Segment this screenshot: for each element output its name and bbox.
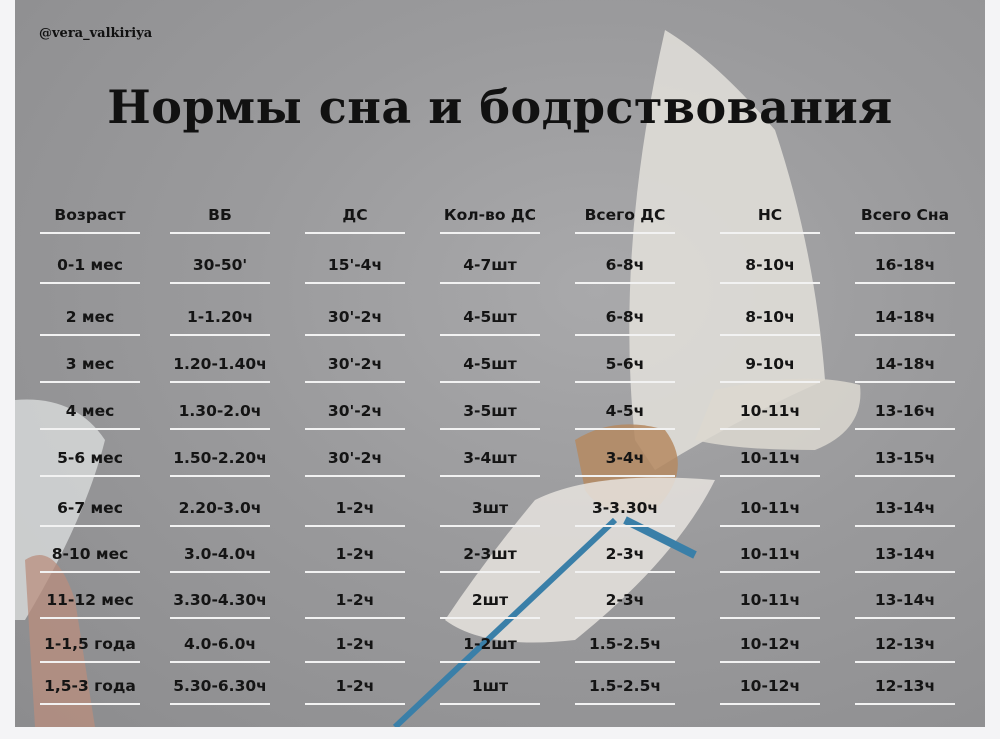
table-cell: 10-11ч (718, 590, 822, 619)
table-cell: 13-16ч (853, 401, 957, 430)
table-cell: 1шт (438, 676, 542, 705)
table-cell: 5-6 мес (38, 448, 142, 477)
table-cell: 10-11ч (718, 498, 822, 527)
table-cell: 15'-4ч (303, 255, 407, 284)
table-cell: 2.20-3.0ч (168, 498, 272, 527)
table-cell: 13-14ч (853, 498, 957, 527)
table-cell: 1-1.20ч (168, 307, 272, 336)
table-cell: 1,5-3 года (38, 676, 142, 705)
table-cell: 1.30-2.0ч (168, 401, 272, 430)
table-cell: 3-4шт (438, 448, 542, 477)
table-cell: 6-8ч (573, 255, 677, 284)
table-cell: 13-15ч (853, 448, 957, 477)
table-cell: 30'-2ч (303, 354, 407, 383)
table-cell: 4-5ч (573, 401, 677, 430)
table-cell: 3 мес (38, 354, 142, 383)
table-cell: 5.30-6.30ч (168, 676, 272, 705)
table-cell: 12-13ч (853, 676, 957, 705)
table-cell: 3.0-4.0ч (168, 544, 272, 573)
table-cell: 11-12 мес (38, 590, 142, 619)
column-header: Всего Сна (853, 205, 957, 234)
table-cell: 1-2ч (303, 498, 407, 527)
table-cell: 8-10ч (718, 307, 822, 336)
table-cell: 13-14ч (853, 544, 957, 573)
table-cell: 10-12ч (718, 676, 822, 705)
table-cell: 5-6ч (573, 354, 677, 383)
column-header: ВБ (168, 205, 272, 234)
author-handle: @vera_valkiriya (39, 26, 153, 41)
table-cell: 1-2ч (303, 544, 407, 573)
table-cell: 1.5-2.5ч (573, 676, 677, 705)
table-cell: 1.20-1.40ч (168, 354, 272, 383)
table-cell: 1.50-2.20ч (168, 448, 272, 477)
table-cell: 10-12ч (718, 634, 822, 663)
page-title: Нормы сна и бодрствования (107, 80, 893, 134)
table-cell: 3-5шт (438, 401, 542, 430)
column-header: НС (718, 205, 822, 234)
table-cell: 4-7шт (438, 255, 542, 284)
table-cell: 8-10 мес (38, 544, 142, 573)
table-cell: 2 мес (38, 307, 142, 336)
table-cell: 8-10ч (718, 255, 822, 284)
table-cell: 4.0-6.0ч (168, 634, 272, 663)
table-cell: 16-18ч (853, 255, 957, 284)
table-cell: 10-11ч (718, 401, 822, 430)
table-cell: 1.5-2.5ч (573, 634, 677, 663)
table-cell: 4-5шт (438, 307, 542, 336)
table-cell: 3-4ч (573, 448, 677, 477)
table-cell: 10-11ч (718, 448, 822, 477)
table-cell: 3-3.30ч (573, 498, 677, 527)
table-cell: 0-1 мес (38, 255, 142, 284)
table-cell: 4 мес (38, 401, 142, 430)
table-cell: 2-3ч (573, 544, 677, 573)
table-cell: 1-2ч (303, 590, 407, 619)
table-cell: 10-11ч (718, 544, 822, 573)
column-header: Возраст (38, 205, 142, 234)
table-cell: 30-50' (168, 255, 272, 284)
table-cell: 12-13ч (853, 634, 957, 663)
column-header: ДС (303, 205, 407, 234)
column-header: Всего ДС (573, 205, 677, 234)
table-cell: 6-7 мес (38, 498, 142, 527)
table-cell: 9-10ч (718, 354, 822, 383)
table-cell: 14-18ч (853, 354, 957, 383)
table-cell: 30'-2ч (303, 448, 407, 477)
table-cell: 14-18ч (853, 307, 957, 336)
table-cell: 3.30-4.30ч (168, 590, 272, 619)
table-cell: 4-5шт (438, 354, 542, 383)
table-cell: 1-1,5 года (38, 634, 142, 663)
table-cell: 6-8ч (573, 307, 677, 336)
table-cell: 3шт (438, 498, 542, 527)
table-cell: 1-2шт (438, 634, 542, 663)
table-cell: 2-3ч (573, 590, 677, 619)
column-header: Кол-во ДС (438, 205, 542, 234)
table-cell: 2-3шт (438, 544, 542, 573)
table-cell: 1-2ч (303, 676, 407, 705)
table-cell: 30'-2ч (303, 307, 407, 336)
table-cell: 13-14ч (853, 590, 957, 619)
poster: @vera_valkiriya Нормы сна и бодрствовани… (15, 0, 985, 727)
table-cell: 30'-2ч (303, 401, 407, 430)
table-cell: 1-2ч (303, 634, 407, 663)
table-cell: 2шт (438, 590, 542, 619)
barn-owl-photo (15, 30, 861, 727)
